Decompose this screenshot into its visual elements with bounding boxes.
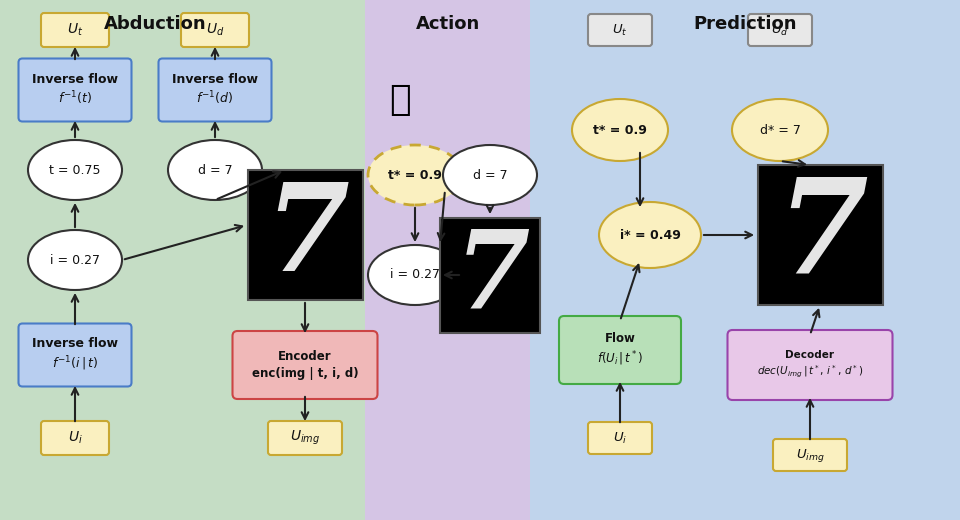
- Bar: [248, 170, 363, 300]
- Ellipse shape: [28, 230, 122, 290]
- FancyBboxPatch shape: [18, 59, 132, 122]
- Text: d* = 7: d* = 7: [759, 124, 801, 137]
- Text: 🔨: 🔨: [389, 83, 411, 117]
- Text: $U_i$: $U_i$: [612, 431, 627, 446]
- Text: t* = 0.9: t* = 0.9: [593, 124, 647, 137]
- Text: Inverse flow
$f^{-1}(t)$: Inverse flow $f^{-1}(t)$: [32, 73, 118, 108]
- Text: Action: Action: [416, 15, 480, 33]
- Ellipse shape: [168, 140, 262, 200]
- Ellipse shape: [28, 140, 122, 200]
- FancyBboxPatch shape: [41, 13, 109, 47]
- Bar: [365, 0, 530, 520]
- FancyBboxPatch shape: [41, 421, 109, 455]
- Bar: [440, 217, 540, 332]
- Text: i = 0.27: i = 0.27: [50, 254, 100, 267]
- Ellipse shape: [443, 145, 537, 205]
- FancyBboxPatch shape: [181, 13, 249, 47]
- Text: t = 0.75: t = 0.75: [49, 163, 101, 176]
- Text: 7: 7: [454, 224, 530, 330]
- Ellipse shape: [368, 145, 462, 205]
- FancyBboxPatch shape: [588, 422, 652, 454]
- Text: 7: 7: [776, 173, 868, 302]
- Text: Flow
$f(U_i\,|\,t^*)$: Flow $f(U_i\,|\,t^*)$: [597, 332, 643, 368]
- Text: $U_{img}$: $U_{img}$: [290, 429, 320, 447]
- Text: $U_d$: $U_d$: [205, 22, 225, 38]
- Bar: [757, 165, 882, 305]
- FancyBboxPatch shape: [158, 59, 272, 122]
- Ellipse shape: [368, 245, 462, 305]
- Bar: [530, 0, 960, 520]
- Text: $U_i$: $U_i$: [67, 430, 83, 446]
- FancyBboxPatch shape: [773, 439, 847, 471]
- Text: $U_{img}$: $U_{img}$: [796, 447, 825, 463]
- Text: $U_d$: $U_d$: [771, 22, 789, 37]
- FancyBboxPatch shape: [748, 14, 812, 46]
- Text: Decoder
$dec(U_{img}\,|\,t^*,\,i^*,\,d^*)$: Decoder $dec(U_{img}\,|\,t^*,\,i^*,\,d^*…: [756, 350, 863, 380]
- FancyBboxPatch shape: [268, 421, 342, 455]
- FancyBboxPatch shape: [559, 316, 681, 384]
- Text: Inverse flow
$f^{-1}(i\,|\,t)$: Inverse flow $f^{-1}(i\,|\,t)$: [32, 337, 118, 373]
- Text: d = 7: d = 7: [472, 168, 507, 181]
- Text: Inverse flow
$f^{-1}(d)$: Inverse flow $f^{-1}(d)$: [172, 73, 258, 108]
- Text: t* = 0.9: t* = 0.9: [388, 168, 442, 181]
- Ellipse shape: [572, 99, 668, 161]
- Text: 7: 7: [264, 178, 349, 296]
- Text: Abduction: Abduction: [104, 15, 206, 33]
- FancyBboxPatch shape: [232, 331, 377, 399]
- FancyBboxPatch shape: [728, 330, 893, 400]
- Ellipse shape: [599, 202, 701, 268]
- Ellipse shape: [732, 99, 828, 161]
- Bar: [0, 0, 365, 520]
- Text: $U_t$: $U_t$: [67, 22, 84, 38]
- Text: d = 7: d = 7: [198, 163, 232, 176]
- Text: Encoder
enc(img | t, i, d): Encoder enc(img | t, i, d): [252, 350, 358, 380]
- FancyBboxPatch shape: [588, 14, 652, 46]
- Text: i* = 0.49: i* = 0.49: [619, 228, 681, 241]
- Text: $U_t$: $U_t$: [612, 22, 628, 37]
- Text: i = 0.27: i = 0.27: [390, 268, 440, 281]
- FancyBboxPatch shape: [18, 323, 132, 386]
- Text: Prediction: Prediction: [693, 15, 797, 33]
